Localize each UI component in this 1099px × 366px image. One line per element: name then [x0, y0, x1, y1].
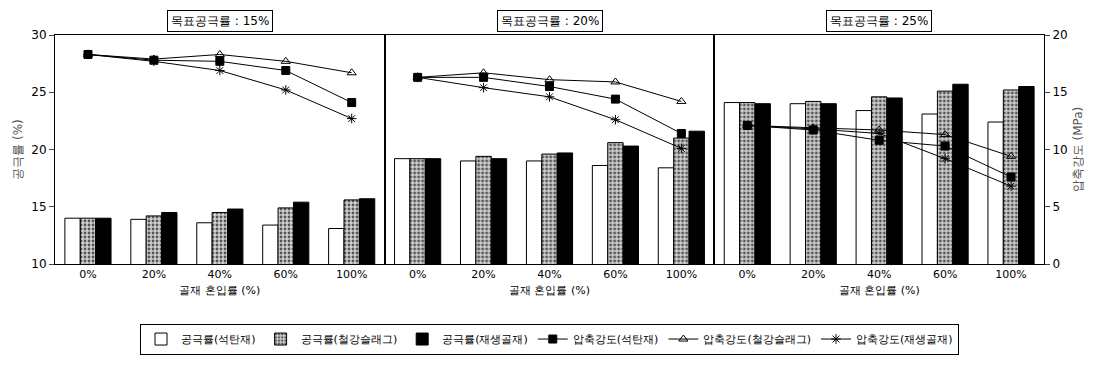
svg-text:0%: 0%: [739, 268, 756, 281]
svg-text:5: 5: [1052, 200, 1060, 214]
svg-text:20%: 20%: [142, 268, 166, 281]
svg-text:60%: 60%: [603, 268, 627, 281]
svg-text:15: 15: [31, 200, 46, 214]
svg-text:100%: 100%: [666, 268, 697, 281]
svg-text:압축강도(석탄재): 압축강도(석탄재): [573, 333, 659, 346]
svg-text:공극률(석탄재): 공극률(석탄재): [181, 333, 256, 346]
svg-text:20%: 20%: [471, 268, 495, 281]
svg-text:공극률(재생골재): 공극률(재생골재): [442, 333, 528, 346]
svg-text:10: 10: [1052, 143, 1067, 157]
svg-text:목표공극률 : 15%: 목표공극률 : 15%: [171, 14, 269, 28]
svg-text:40%: 40%: [867, 268, 891, 281]
svg-text:압축강도(철강슬래그): 압축강도(철강슬래그): [703, 333, 811, 346]
svg-text:공극률 (%): 공극률 (%): [11, 119, 25, 180]
svg-text:30: 30: [31, 28, 46, 42]
svg-text:20: 20: [31, 143, 46, 157]
svg-text:압축강도(재생골재): 압축강도(재생골재): [856, 333, 953, 346]
svg-text:0: 0: [1052, 257, 1060, 271]
svg-text:15: 15: [1052, 85, 1067, 99]
svg-text:40%: 40%: [208, 268, 232, 281]
svg-text:40%: 40%: [537, 268, 561, 281]
svg-text:골재 혼입률 (%): 골재 혼입률 (%): [509, 284, 590, 297]
svg-text:100%: 100%: [336, 268, 367, 281]
svg-text:목표공극률 : 25%: 목표공극률 : 25%: [830, 14, 928, 28]
svg-text:100%: 100%: [995, 268, 1026, 281]
svg-text:0%: 0%: [409, 268, 426, 281]
svg-text:20%: 20%: [801, 268, 825, 281]
svg-text:60%: 60%: [933, 268, 957, 281]
svg-text:압축강도 (MPa): 압축강도 (MPa): [1071, 107, 1085, 193]
svg-text:10: 10: [31, 257, 46, 271]
svg-text:0%: 0%: [79, 268, 96, 281]
svg-text:공극률(철강슬래그): 공극률(철강슬래그): [301, 333, 398, 346]
svg-text:골재 혼입률 (%): 골재 혼입률 (%): [179, 284, 260, 297]
svg-text:목표공극률 : 20%: 목표공극률 : 20%: [501, 14, 599, 28]
svg-text:25: 25: [31, 85, 46, 99]
svg-text:골재 혼입률 (%): 골재 혼입률 (%): [839, 284, 920, 297]
svg-text:20: 20: [1052, 28, 1067, 42]
svg-text:60%: 60%: [274, 268, 298, 281]
